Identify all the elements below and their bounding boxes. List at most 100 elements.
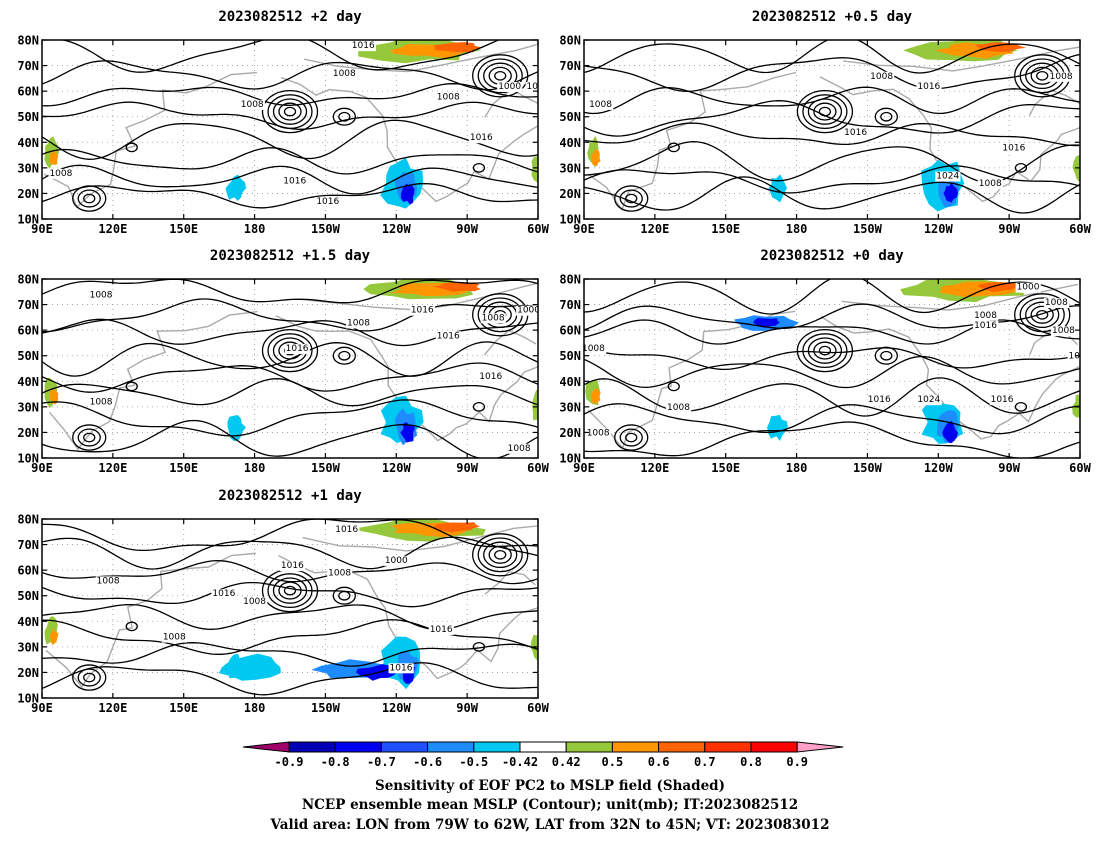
mslp-contour bbox=[283, 585, 297, 596]
contour-label: 1008 bbox=[90, 398, 113, 408]
mslp-contour bbox=[83, 432, 96, 443]
mslp-contour bbox=[72, 185, 107, 212]
mslp-contour bbox=[477, 58, 523, 94]
mslp-contour bbox=[1025, 301, 1060, 329]
mslp-contour bbox=[42, 399, 538, 437]
lon-tick-label: 120W bbox=[382, 222, 412, 236]
mslp-contour bbox=[42, 182, 538, 209]
panel-frame bbox=[41, 278, 539, 459]
lon-tick-label: 150W bbox=[311, 222, 341, 236]
lat-tick-label: 70N bbox=[17, 59, 39, 73]
lat-tick-label: 30N bbox=[17, 161, 39, 175]
contour-label: 1016 bbox=[212, 589, 235, 599]
mslp-contour bbox=[584, 421, 1080, 458]
panel-frame bbox=[583, 278, 1081, 459]
lat-tick-label: 60N bbox=[559, 324, 581, 338]
lon-tick-label: 90E bbox=[573, 222, 595, 236]
lat-tick-label: 80N bbox=[17, 34, 39, 48]
colorbar-tick-label: 0.7 bbox=[694, 755, 716, 769]
contour-label: 1008 bbox=[974, 311, 997, 321]
mslp-contour bbox=[796, 328, 854, 373]
mslp-contour bbox=[472, 642, 486, 652]
colorbar-tick-label: 0.42 bbox=[552, 755, 581, 769]
panel-title: 2023082512 +0 day bbox=[760, 248, 904, 264]
contour-label: 1016 bbox=[411, 306, 434, 316]
mslp-contour bbox=[625, 432, 638, 443]
mslp-contour bbox=[332, 586, 356, 605]
colorbar-swatch bbox=[565, 741, 613, 753]
colorbar-swatch bbox=[473, 741, 521, 753]
lon-tick-label: 150E bbox=[169, 461, 198, 475]
lat-tick-label: 20N bbox=[17, 187, 39, 201]
mslp-contour bbox=[472, 533, 529, 577]
contour-label: 1000 bbox=[517, 306, 540, 316]
mslp-contour bbox=[494, 549, 507, 560]
lon-tick-label: 120E bbox=[98, 701, 127, 715]
coastline bbox=[587, 310, 796, 450]
sensitivity-shade bbox=[531, 155, 538, 182]
mslp-contour bbox=[813, 102, 837, 121]
mslp-contour bbox=[472, 54, 529, 98]
sensitivity-shade bbox=[977, 282, 1023, 293]
lon-tick-label: 60W bbox=[527, 222, 549, 236]
contour-label: 1008 bbox=[241, 100, 264, 110]
coastline bbox=[275, 315, 538, 442]
colorbar-swatch bbox=[658, 741, 706, 753]
colorbar-swatch bbox=[427, 741, 475, 753]
mslp-contour bbox=[880, 350, 893, 361]
contour-label: 1016 bbox=[974, 321, 997, 331]
colorbar-tick-label: -0.6 bbox=[413, 755, 442, 769]
mslp-contour bbox=[261, 89, 319, 134]
lon-tick-label: 120W bbox=[924, 222, 954, 236]
sensitivity-shade bbox=[434, 42, 484, 53]
mslp-contour bbox=[332, 107, 356, 126]
mslp-contour bbox=[880, 111, 893, 122]
mslp-contour bbox=[42, 519, 538, 552]
lon-tick-label: 180 bbox=[244, 701, 266, 715]
lon-tick-label: 150E bbox=[711, 461, 740, 475]
mslp-contour bbox=[584, 40, 1080, 74]
mslp-contour bbox=[125, 381, 138, 392]
lon-tick-label: 120E bbox=[98, 461, 127, 475]
lat-tick-label: 80N bbox=[559, 34, 581, 48]
contour-label: 1000 bbox=[385, 556, 408, 566]
mslp-contour bbox=[83, 672, 96, 683]
mslp-contour bbox=[42, 662, 538, 696]
lat-tick-label: 40N bbox=[17, 375, 39, 389]
mslp-contour bbox=[483, 541, 518, 569]
mslp-contour bbox=[272, 577, 308, 604]
contour-label: 1016 bbox=[479, 372, 502, 382]
lat-tick-label: 20N bbox=[17, 426, 39, 440]
contour-label: 1008 bbox=[1045, 298, 1068, 308]
panel-title: 2023082512 +2 day bbox=[218, 9, 362, 25]
contour-label: 1016 bbox=[917, 82, 940, 92]
mslp-contour bbox=[584, 279, 1080, 315]
lon-tick-label: 90W bbox=[998, 461, 1020, 475]
mslp-contour bbox=[472, 163, 486, 173]
lat-tick-label: 70N bbox=[559, 298, 581, 312]
contour-label: 1008 bbox=[870, 72, 893, 82]
colorbar-tick-label: -0.9 bbox=[275, 755, 304, 769]
contour-label: 1016 bbox=[430, 625, 453, 635]
lon-tick-label: 120E bbox=[98, 222, 127, 236]
sensitivity-shade bbox=[591, 388, 601, 404]
mslp-contour bbox=[584, 122, 1080, 147]
sensitivity-shade bbox=[767, 414, 788, 441]
mslp-contour bbox=[42, 147, 538, 175]
lon-tick-label: 180 bbox=[786, 222, 808, 236]
colorbar-swatch bbox=[334, 741, 382, 753]
mslp-contour bbox=[1014, 402, 1028, 412]
mslp-contour bbox=[667, 142, 680, 153]
lon-tick-label: 150W bbox=[853, 222, 883, 236]
lat-tick-label: 50N bbox=[17, 110, 39, 124]
mslp-contour bbox=[584, 377, 1080, 417]
colorbar-tick-label: 0.8 bbox=[740, 755, 762, 769]
colorbar-tick-label: -0.7 bbox=[367, 755, 396, 769]
mslp-contour bbox=[338, 111, 351, 122]
colorbar-tick-label: -0.8 bbox=[321, 755, 350, 769]
sensitivity-shade bbox=[943, 183, 959, 203]
lat-tick-label: 40N bbox=[559, 375, 581, 389]
caption-line-2: NCEP ensemble mean MSLP (Contour); unit(… bbox=[302, 797, 798, 813]
sensitivity-shade bbox=[942, 421, 958, 444]
lat-tick-label: 50N bbox=[559, 110, 581, 124]
